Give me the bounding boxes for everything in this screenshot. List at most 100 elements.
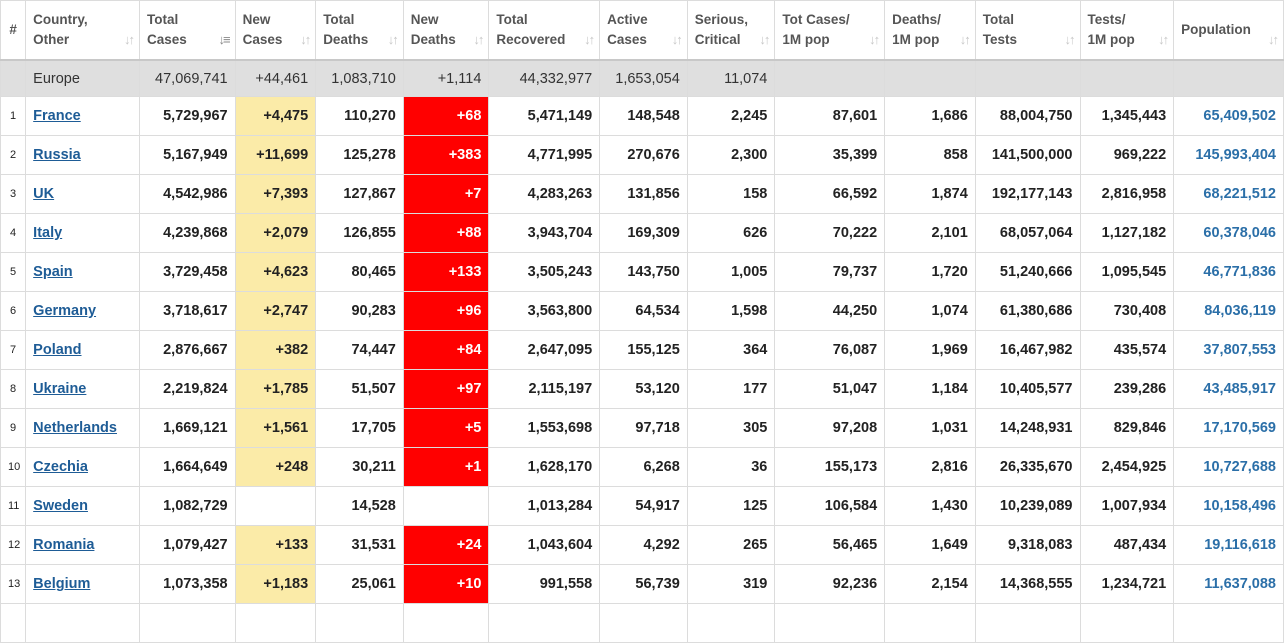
- header-total-recovered[interactable]: Total Recovered ↓↑: [488, 0, 601, 61]
- tests-per-1m-cell: 487,434: [1079, 525, 1175, 565]
- serious-cell: 626: [686, 213, 776, 253]
- tests-per-1m-cell: 1,007,934: [1079, 486, 1175, 526]
- serious-cell: 36: [686, 447, 776, 487]
- table-row: 10 Czechia 1,664,649 +248 30,211 +1 1,628,170 6…: [0, 447, 1284, 487]
- rank-cell: 10: [0, 447, 27, 487]
- population-cell: 10,727,688: [1173, 447, 1284, 487]
- country-link[interactable]: Italy: [33, 225, 63, 241]
- population-cell: 65,409,502: [1173, 96, 1284, 136]
- country-link[interactable]: Czechia: [33, 459, 88, 475]
- population-cell: 145,993,404: [1173, 135, 1284, 175]
- cases-per-1m-cell: 87,601: [774, 96, 886, 136]
- header-deaths-per-1m[interactable]: Deaths/1M pop ↓↑: [884, 0, 976, 61]
- header-serious-critical[interactable]: Serious, Critical ↓↑: [686, 0, 776, 61]
- sort-desc-icon: ↓≡: [218, 32, 231, 47]
- serious-cell: 319: [686, 564, 776, 604]
- header-new-cases[interactable]: New Cases ↓↑: [234, 0, 317, 61]
- country-link[interactable]: Romania: [33, 537, 95, 553]
- population-cell: 17,170,569: [1173, 408, 1284, 448]
- cases-per-1m-cell: 56,465: [774, 525, 886, 565]
- country-cell: UK: [25, 174, 140, 214]
- country-link[interactable]: Belgium: [33, 576, 91, 592]
- rank-cell: 13: [0, 564, 27, 604]
- total-deaths-cell: [315, 603, 404, 643]
- total-deaths-cell: 31,531: [315, 525, 404, 565]
- rank-cell: 5: [0, 252, 27, 292]
- population-cell: 84,036,119: [1173, 291, 1284, 331]
- tests-per-1m-cell: 1,234,721: [1079, 564, 1175, 604]
- country-link[interactable]: Poland: [33, 342, 82, 358]
- country-link[interactable]: Sweden: [33, 498, 88, 514]
- tests-per-1m-cell: 829,846: [1079, 408, 1175, 448]
- total-cases-cell: 4,542,986: [138, 174, 236, 214]
- total-row-europe: Europe 47,069,741 +44,461 1,083,710 +1,1…: [0, 59, 1284, 97]
- active-cases-cell: 169,309: [599, 213, 688, 253]
- total-deaths-cell: 125,278: [315, 135, 404, 175]
- total-recovered-cell: 1,628,170: [488, 447, 601, 487]
- active-cases-cell: 155,125: [599, 330, 688, 370]
- total-deaths-cell: 51,507: [315, 369, 404, 409]
- header-new-deaths[interactable]: New Deaths ↓↑: [402, 0, 490, 61]
- total-deaths-cell: 1,083,710: [315, 59, 404, 97]
- table-row: 5 Spain 3,729,458 +4,623 80,465 +133 3,505,243…: [0, 252, 1284, 292]
- new-cases-cell: +44,461: [234, 59, 317, 97]
- country-link[interactable]: UK: [33, 186, 55, 202]
- total-tests-cell: 51,240,666: [974, 252, 1081, 292]
- total-deaths-cell: 25,061: [315, 564, 404, 604]
- new-deaths-cell: +96: [402, 291, 490, 331]
- country-link[interactable]: Netherlands: [33, 420, 117, 436]
- new-deaths-cell: +133: [402, 252, 490, 292]
- total-deaths-cell: 74,447: [315, 330, 404, 370]
- new-deaths-cell: [402, 486, 490, 526]
- active-cases-cell: 131,856: [599, 174, 688, 214]
- header-rank[interactable]: #: [0, 0, 27, 61]
- rank-cell: 2: [0, 135, 27, 175]
- header-active-cases[interactable]: Active Cases ↓↑: [599, 0, 688, 61]
- total-deaths-cell: 126,855: [315, 213, 404, 253]
- total-tests-cell: 68,057,064: [974, 213, 1081, 253]
- country-link[interactable]: Ukraine: [33, 381, 87, 397]
- active-cases-cell: 54,917: [599, 486, 688, 526]
- header-total-deaths[interactable]: Total Deaths ↓↑: [315, 0, 404, 61]
- total-cases-cell: 1,079,427: [138, 525, 236, 565]
- country-link[interactable]: Germany: [33, 303, 97, 319]
- total-tests-cell: 14,248,931: [974, 408, 1081, 448]
- deaths-per-1m-cell: 1,184: [884, 369, 976, 409]
- total-deaths-cell: 14,528: [315, 486, 404, 526]
- header-total-tests[interactable]: Total Tests ↓↑: [974, 0, 1081, 61]
- sort-icon: ↓↑: [300, 32, 311, 47]
- country-cell: Belgium: [25, 564, 140, 604]
- deaths-per-1m-cell: 1,874: [884, 174, 976, 214]
- country-link[interactable]: Spain: [33, 264, 73, 280]
- serious-cell: 2,300: [686, 135, 776, 175]
- cases-per-1m-cell: 155,173: [774, 447, 886, 487]
- deaths-per-1m-cell: 1,649: [884, 525, 976, 565]
- rank-cell: [0, 603, 27, 643]
- header-total-cases[interactable]: Total Cases ↓≡: [138, 0, 236, 61]
- total-cases-cell: 1,664,649: [138, 447, 236, 487]
- total-tests-cell: 88,004,750: [974, 96, 1081, 136]
- table-row: 13 Belgium 1,073,358 +1,183 25,061 +10 991,558…: [0, 564, 1284, 604]
- serious-cell: 2,245: [686, 96, 776, 136]
- total-cases-cell: 2,876,667: [138, 330, 236, 370]
- header-cases-per-1m[interactable]: Tot Cases/1M pop ↓↑: [774, 0, 886, 61]
- sort-icon: ↓↑: [387, 32, 399, 47]
- total-tests-cell: 9,318,083: [974, 525, 1081, 565]
- country-cell: Czechia: [25, 447, 140, 487]
- header-country[interactable]: Country, Other ↓↑: [25, 0, 140, 61]
- total-recovered-cell: 991,558: [488, 564, 601, 604]
- header-population[interactable]: Population ↓↑: [1173, 0, 1284, 61]
- active-cases-cell: 1,653,054: [599, 59, 688, 97]
- country-link[interactable]: Russia: [33, 147, 81, 163]
- sort-icon: ↓↑: [1268, 32, 1279, 47]
- rank-cell: 11: [0, 486, 27, 526]
- country-cell: Sweden: [25, 486, 140, 526]
- active-cases-cell: 148,548: [599, 96, 688, 136]
- country-link[interactable]: France: [33, 108, 81, 124]
- table-row: 12 Romania 1,079,427 +133 31,531 +24 1,043,604…: [0, 525, 1284, 565]
- header-tests-per-1m[interactable]: Tests/1M pop ↓↑: [1079, 0, 1175, 61]
- cases-per-1m-cell: 76,087: [774, 330, 886, 370]
- population-cell: 37,807,553: [1173, 330, 1284, 370]
- header-label: Other: [33, 32, 70, 47]
